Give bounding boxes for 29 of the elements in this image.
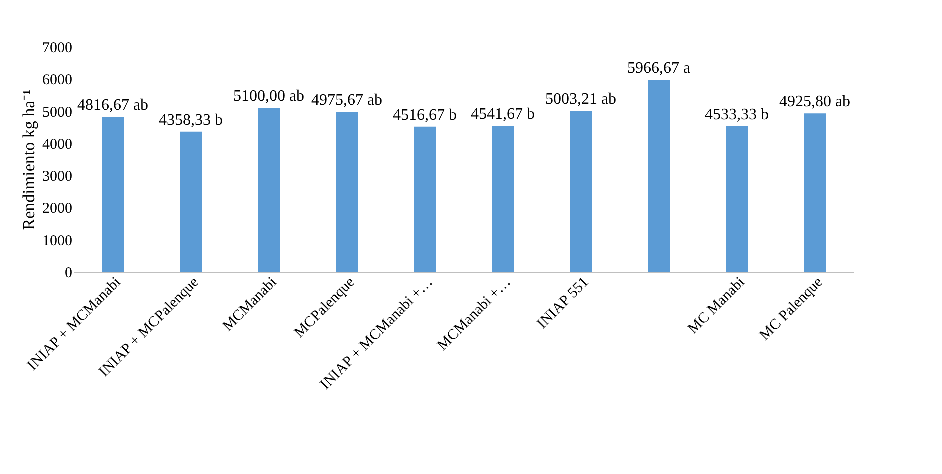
data-label: 4541,67 b [471,106,535,124]
bar [258,108,280,272]
data-label: 5003,21 ab [545,91,617,108]
y-tick-label: 0 [65,266,72,282]
y-tick-label: 3000 [42,169,72,186]
data-label: 4516,67 b [393,106,457,124]
bar [648,80,670,272]
data-label: 5966,67 a [627,60,691,78]
bar [570,111,592,272]
y-tick-label: 6000 [42,72,72,89]
data-label: 4975,67 ab [311,92,383,110]
data-label: 4816,67 ab [77,97,149,114]
y-tick-label: 2000 [42,201,72,218]
data-label: 4358,33 b [159,112,223,129]
bar [804,114,826,272]
y-tick-label: 4000 [42,136,72,153]
y-tick-label: 5000 [42,104,72,121]
data-label: 5100,00 ab [233,88,305,106]
bar [336,112,358,272]
y-axis-title: Rendimiento kg ha⁻¹ [20,90,38,230]
data-label: 4925,80 ab [779,94,851,111]
data-label: 4533,33 b [705,106,769,124]
y-tick-label: 1000 [42,233,72,250]
bar [726,126,748,272]
y-tick-label: 7000 [42,40,72,56]
bar [492,126,514,272]
bar [414,126,436,272]
bar [180,132,202,272]
bar [102,117,124,272]
